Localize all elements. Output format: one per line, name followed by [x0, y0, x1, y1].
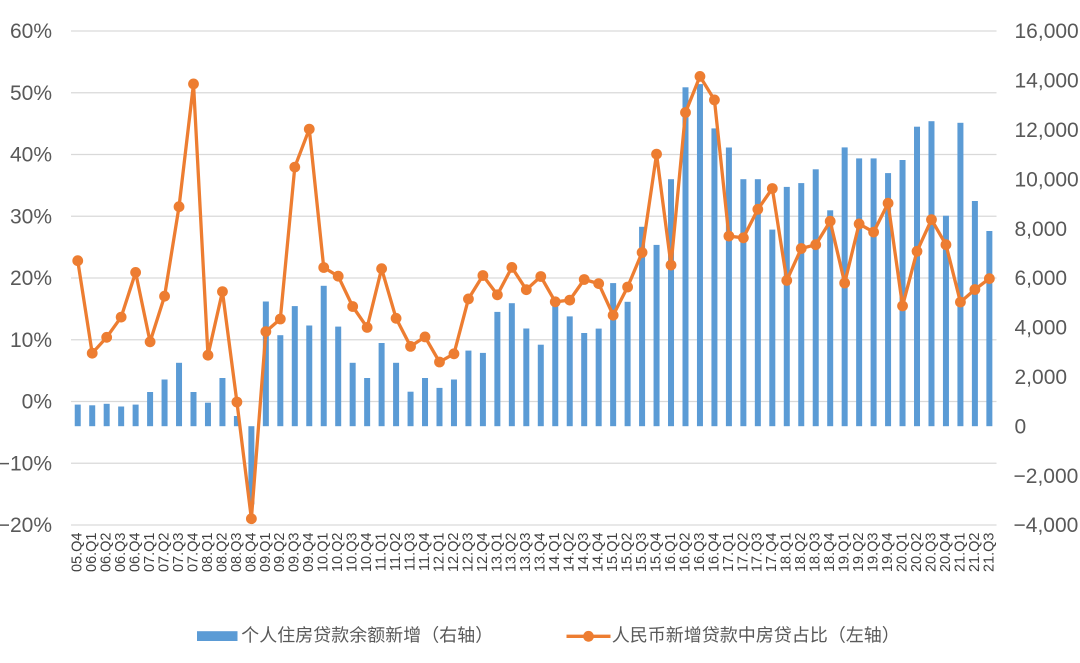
svg-text:60%: 60% — [10, 20, 52, 43]
svg-text:13.Q2: 13.Q2 — [504, 533, 520, 573]
svg-text:14.Q4: 14.Q4 — [591, 533, 607, 573]
svg-text:−2,000: −2,000 — [1014, 465, 1079, 488]
svg-text:−10%: −10% — [0, 452, 52, 475]
svg-text:21.Q3: 21.Q3 — [981, 533, 997, 573]
svg-text:19.Q4: 19.Q4 — [880, 533, 896, 573]
svg-text:6,000: 6,000 — [1015, 267, 1068, 290]
svg-text:10.Q2: 10.Q2 — [330, 533, 346, 573]
svg-text:17.Q1: 17.Q1 — [721, 533, 737, 573]
svg-text:08.Q3: 08.Q3 — [229, 533, 245, 573]
svg-text:15.Q1: 15.Q1 — [605, 533, 621, 573]
svg-text:13.Q3: 13.Q3 — [518, 533, 534, 573]
svg-text:06.Q1: 06.Q1 — [84, 533, 100, 573]
svg-text:40%: 40% — [10, 144, 52, 167]
svg-text:09.Q1: 09.Q1 — [258, 533, 274, 573]
svg-text:14.Q1: 14.Q1 — [547, 533, 563, 573]
svg-text:12.Q2: 12.Q2 — [446, 533, 462, 573]
svg-text:17.Q2: 17.Q2 — [735, 533, 751, 573]
svg-text:07.Q4: 07.Q4 — [185, 533, 201, 573]
svg-text:16,000: 16,000 — [1015, 20, 1079, 43]
svg-text:15.Q2: 15.Q2 — [620, 533, 636, 573]
svg-text:12,000: 12,000 — [1015, 119, 1079, 142]
svg-text:20.Q3: 20.Q3 — [923, 533, 939, 573]
svg-text:30%: 30% — [10, 205, 52, 228]
svg-text:13.Q4: 13.Q4 — [533, 533, 549, 573]
svg-text:4,000: 4,000 — [1015, 317, 1068, 340]
svg-text:17.Q3: 17.Q3 — [750, 533, 766, 573]
svg-text:16.Q1: 16.Q1 — [663, 533, 679, 573]
svg-text:07.Q1: 07.Q1 — [142, 533, 158, 573]
svg-text:12.Q3: 12.Q3 — [460, 533, 476, 573]
svg-text:21.Q1: 21.Q1 — [952, 533, 968, 573]
svg-text:12.Q4: 12.Q4 — [475, 533, 491, 573]
svg-text:10%: 10% — [10, 329, 52, 352]
svg-text:11.Q1: 11.Q1 — [374, 533, 390, 571]
svg-text:19.Q3: 19.Q3 — [866, 533, 882, 573]
svg-text:08.Q2: 08.Q2 — [214, 533, 230, 573]
svg-text:08.Q1: 08.Q1 — [200, 533, 216, 573]
svg-text:06.Q2: 06.Q2 — [99, 533, 115, 573]
svg-text:15.Q3: 15.Q3 — [634, 533, 650, 573]
svg-text:11.Q2: 11.Q2 — [388, 533, 404, 571]
svg-text:09.Q2: 09.Q2 — [272, 533, 288, 573]
svg-text:8,000: 8,000 — [1015, 218, 1068, 241]
svg-text:05.Q4: 05.Q4 — [70, 533, 86, 573]
svg-text:09.Q3: 09.Q3 — [287, 533, 303, 573]
svg-text:08.Q4: 08.Q4 — [243, 533, 259, 573]
svg-text:−4,000: −4,000 — [1014, 514, 1079, 537]
svg-text:13.Q1: 13.Q1 — [489, 533, 505, 573]
svg-text:11.Q3: 11.Q3 — [402, 533, 418, 571]
svg-text:2,000: 2,000 — [1015, 366, 1068, 389]
svg-text:07.Q3: 07.Q3 — [171, 533, 187, 573]
svg-text:12.Q1: 12.Q1 — [431, 533, 447, 573]
svg-text:0%: 0% — [22, 391, 52, 414]
svg-text:10,000: 10,000 — [1015, 168, 1079, 191]
svg-text:20%: 20% — [10, 267, 52, 290]
svg-text:10.Q1: 10.Q1 — [316, 533, 332, 573]
svg-text:18.Q2: 18.Q2 — [793, 533, 809, 573]
svg-text:20.Q1: 20.Q1 — [894, 533, 910, 573]
svg-text:07.Q2: 07.Q2 — [156, 533, 172, 573]
svg-text:06.Q4: 06.Q4 — [128, 533, 144, 573]
svg-text:14.Q3: 14.Q3 — [576, 533, 592, 573]
svg-text:15.Q4: 15.Q4 — [648, 533, 664, 573]
svg-text:14,000: 14,000 — [1015, 70, 1079, 93]
svg-text:16.Q4: 16.Q4 — [706, 533, 722, 573]
svg-text:17.Q4: 17.Q4 — [764, 533, 780, 573]
svg-text:10.Q4: 10.Q4 — [359, 533, 375, 573]
svg-text:10.Q3: 10.Q3 — [345, 533, 361, 573]
svg-text:20.Q4: 20.Q4 — [938, 533, 954, 573]
svg-text:20.Q2: 20.Q2 — [909, 533, 925, 573]
svg-text:16.Q2: 16.Q2 — [677, 533, 693, 573]
svg-text:09.Q4: 09.Q4 — [301, 533, 317, 573]
svg-text:0: 0 — [1015, 415, 1027, 438]
svg-text:18.Q1: 18.Q1 — [779, 533, 795, 573]
svg-text:18.Q4: 18.Q4 — [822, 533, 838, 573]
svg-text:−20%: −20% — [0, 514, 52, 537]
svg-text:16.Q3: 16.Q3 — [692, 533, 708, 573]
svg-text:18.Q3: 18.Q3 — [808, 533, 824, 573]
svg-text:19.Q1: 19.Q1 — [837, 533, 853, 573]
svg-text:11.Q4: 11.Q4 — [417, 533, 433, 571]
svg-text:50%: 50% — [10, 82, 52, 105]
svg-text:06.Q3: 06.Q3 — [113, 533, 129, 573]
svg-text:19.Q2: 19.Q2 — [851, 533, 867, 573]
svg-text:21.Q2: 21.Q2 — [967, 533, 983, 573]
svg-text:14.Q2: 14.Q2 — [562, 533, 578, 573]
